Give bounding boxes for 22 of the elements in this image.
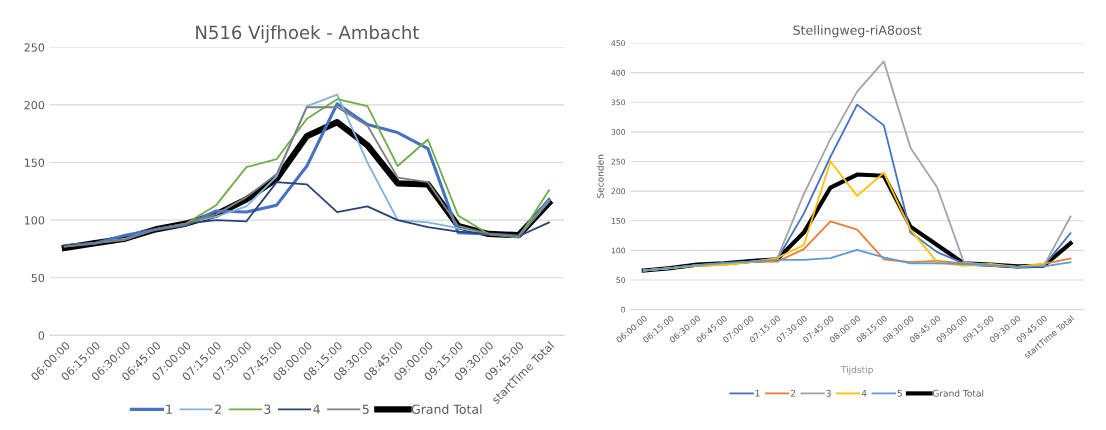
legend-label: 4 [861,389,867,397]
legend-label: 5 [362,404,369,414]
legend-label: 1 [755,389,760,397]
legend-label: 4 [313,404,320,414]
legend-label: Grand Total [932,389,984,397]
legend-label: 1 [166,404,172,414]
legend-label: Grand Total [411,404,482,414]
y-tick-label: 200 [24,100,45,110]
legend-label: 3 [826,389,831,397]
y-tick-label: 150 [24,158,45,167]
y-tick-label: 50 [31,273,45,283]
legend-label: 2 [215,404,221,414]
y-tick-label: 0 [38,331,45,340]
legend-label: 5 [897,389,902,397]
chart-title: N516 Vijfhoek - Ambacht [196,25,419,43]
x-axis-title: Tijdstip [840,365,873,375]
legend-label: 2 [790,389,796,397]
y-tick-label: 250 [24,43,45,52]
chart-title: Stellingweg-riA8oost [793,25,922,38]
legend-label: 3 [264,404,271,414]
y-axis-title: Seconden [596,154,604,198]
y-tick-label: 100 [24,216,45,225]
